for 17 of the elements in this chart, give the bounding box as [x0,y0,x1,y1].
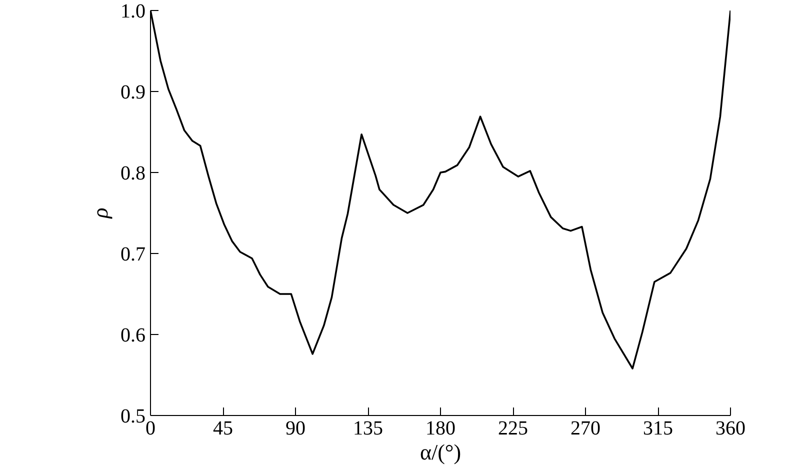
x-axis-title: α/(°) [420,440,462,464]
x-tick-label: 315 [643,418,673,440]
y-tick-label: 0.7 [120,244,146,266]
x-tick-label: 180 [426,418,456,440]
y-axis-title: ρ [88,208,112,220]
y-tick-label: 0.5 [120,406,146,428]
x-tick-label: 225 [498,418,528,440]
x-tick-label: 270 [570,418,600,440]
x-tick-label: 135 [353,418,383,440]
y-tick-label: 0.9 [120,82,146,104]
y-tick-label: 0.8 [120,162,146,184]
x-tick-label: 45 [213,418,233,440]
y-tick-label: 1.0 [120,0,146,22]
x-tick-label: 360 [716,418,746,440]
x-tick-label: 0 [146,418,156,440]
y-tick-label: 0.6 [120,324,146,346]
x-tick-label: 90 [286,418,306,440]
